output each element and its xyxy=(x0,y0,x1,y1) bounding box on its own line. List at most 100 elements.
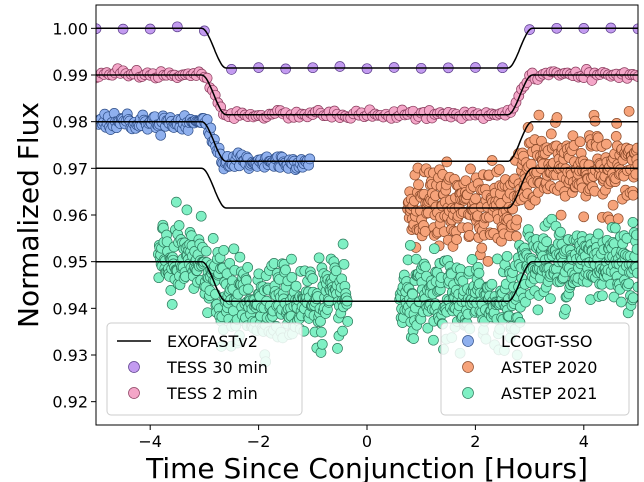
data-point xyxy=(482,255,494,267)
legend-marker xyxy=(128,361,140,373)
data-point xyxy=(228,243,240,255)
model-curve-1 xyxy=(96,27,638,69)
data-point xyxy=(578,211,590,223)
legend-label: EXOFASTv2 xyxy=(167,332,258,351)
data-point xyxy=(338,258,350,270)
legend-label: ASTEP 2020 xyxy=(501,358,597,377)
data-point xyxy=(465,163,476,175)
data-point xyxy=(332,343,343,354)
data-point xyxy=(117,23,129,35)
data-point xyxy=(631,142,638,154)
data-point xyxy=(623,278,635,289)
data-point xyxy=(313,252,325,264)
data-point xyxy=(630,168,638,180)
data-point xyxy=(173,220,185,231)
data-point xyxy=(623,105,635,117)
data-point xyxy=(533,109,545,121)
data-point xyxy=(428,334,439,346)
model-curve-5 xyxy=(96,260,638,303)
model-curve-4 xyxy=(96,167,638,209)
data-point xyxy=(330,265,342,277)
legend-marker xyxy=(462,335,474,347)
data-point xyxy=(337,325,348,337)
y-tick-label: 0.92 xyxy=(52,393,88,412)
data-point xyxy=(242,283,254,295)
data-point xyxy=(200,245,212,257)
data-point xyxy=(304,153,316,165)
data-point xyxy=(470,193,481,204)
model-curves xyxy=(96,27,638,303)
y-tick-label: 0.97 xyxy=(52,159,88,178)
x-tick-label: −2 xyxy=(247,432,271,451)
data-point xyxy=(422,322,434,334)
data-point xyxy=(551,112,563,123)
data-point xyxy=(195,210,207,222)
data-point xyxy=(315,315,326,327)
x-tick-label: 4 xyxy=(579,432,589,451)
data-point xyxy=(316,326,327,338)
legend-label: LCOGT-SSO xyxy=(501,332,593,351)
data-point xyxy=(511,214,523,226)
data-point xyxy=(492,253,503,265)
data-point xyxy=(609,222,621,234)
data-point xyxy=(486,155,498,166)
data-point xyxy=(476,242,488,254)
data-point xyxy=(607,199,619,211)
data-point xyxy=(410,253,422,265)
legends: EXOFASTv2 TESS 30 min TESS 2 min LCOGT-SSO A… xyxy=(106,322,630,416)
data-point xyxy=(334,61,346,72)
data-point xyxy=(545,128,557,140)
data-point xyxy=(420,261,431,273)
legend-box xyxy=(440,322,630,416)
y-axis: 0.92 0.93 0.94 0.95 0.96 0.97 0.98 0.99 1.00 xyxy=(52,19,96,412)
data-point xyxy=(460,175,472,187)
legend-marker xyxy=(462,387,474,399)
data-point xyxy=(234,251,246,263)
data-point xyxy=(493,164,505,175)
data-point xyxy=(242,262,254,273)
data-point xyxy=(466,254,478,265)
data-point xyxy=(201,72,213,84)
x-axis: −4 −2 0 2 4 xyxy=(138,425,589,451)
data-point xyxy=(342,316,354,327)
legend-lower-left: EXOFASTv2 TESS 30 min TESS 2 min xyxy=(106,322,303,416)
data-point xyxy=(171,21,183,33)
data-point xyxy=(155,129,167,141)
data-point xyxy=(316,338,328,350)
data-point xyxy=(286,253,297,265)
data-point xyxy=(290,280,302,292)
data-point xyxy=(560,304,571,315)
data-point xyxy=(601,138,612,150)
legend-box xyxy=(106,322,303,416)
data-point xyxy=(407,288,418,300)
data-point xyxy=(404,239,416,251)
data-point xyxy=(170,196,182,208)
y-tick-label: 0.98 xyxy=(52,113,88,132)
data-point xyxy=(627,217,638,228)
data-point xyxy=(627,292,638,304)
model-curve-3 xyxy=(96,120,638,163)
data-point xyxy=(413,179,424,190)
data-point xyxy=(592,228,604,240)
data-point xyxy=(428,243,440,255)
series-astep-2020 xyxy=(402,105,638,267)
x-tick-label: 2 xyxy=(470,432,480,451)
data-point xyxy=(532,304,544,316)
data-point xyxy=(307,273,319,284)
data-point xyxy=(408,333,419,344)
legend-marker xyxy=(462,361,474,373)
y-tick-label: 0.95 xyxy=(52,253,88,272)
data-point xyxy=(280,264,291,276)
data-point xyxy=(631,229,638,241)
data-point xyxy=(226,64,237,75)
legend-label: TESS 2 min xyxy=(166,384,258,403)
data-point xyxy=(181,204,193,216)
y-tick-label: 0.93 xyxy=(52,346,88,365)
data-point xyxy=(473,267,485,279)
y-tick-label: 0.99 xyxy=(52,66,88,85)
data-point xyxy=(464,230,475,241)
data-point xyxy=(612,213,624,225)
data-point xyxy=(280,63,292,75)
data-point xyxy=(337,238,349,250)
